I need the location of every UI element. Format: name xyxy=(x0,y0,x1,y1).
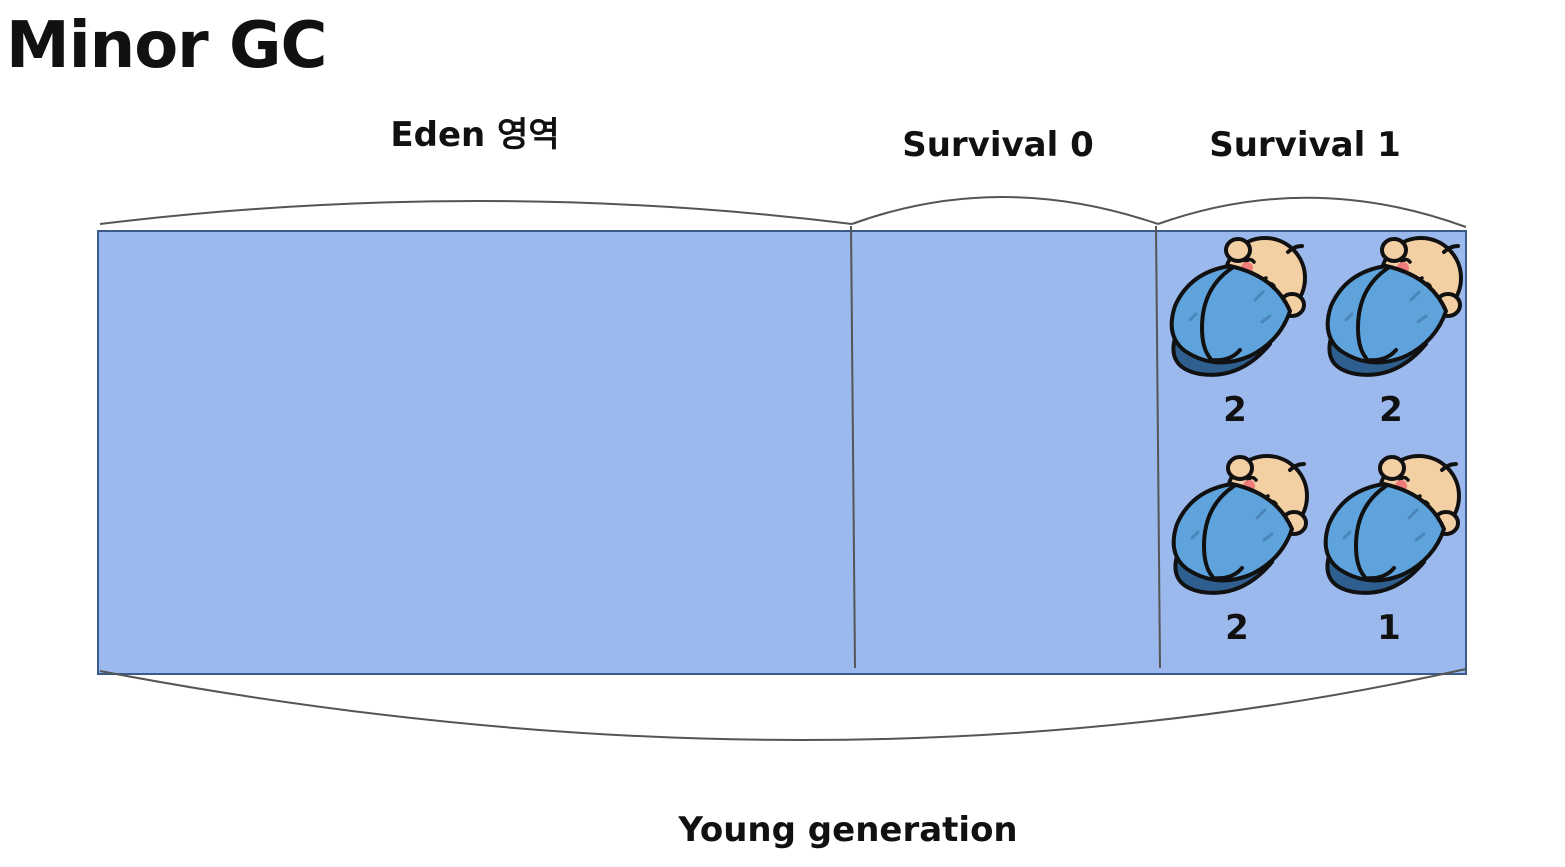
survival1-label: Survival 1 xyxy=(1209,125,1401,165)
object-age: 2 xyxy=(1225,608,1249,648)
eden-brace xyxy=(99,200,853,225)
eden-label: Eden 영역 xyxy=(390,115,560,155)
eden-survival0-divider xyxy=(850,225,856,669)
survival1-brace xyxy=(1157,196,1467,228)
survival0-survival1-divider xyxy=(1155,225,1161,669)
object-age: 2 xyxy=(1223,390,1247,430)
survival0-brace xyxy=(851,196,1159,225)
object-age: 2 xyxy=(1379,390,1403,430)
page-title: Minor GC xyxy=(6,9,327,83)
object-age: 1 xyxy=(1377,608,1401,648)
survival0-label: Survival 0 xyxy=(902,125,1094,165)
young-generation-brace xyxy=(99,668,1467,741)
young-generation-label: Young generation xyxy=(678,810,1018,850)
